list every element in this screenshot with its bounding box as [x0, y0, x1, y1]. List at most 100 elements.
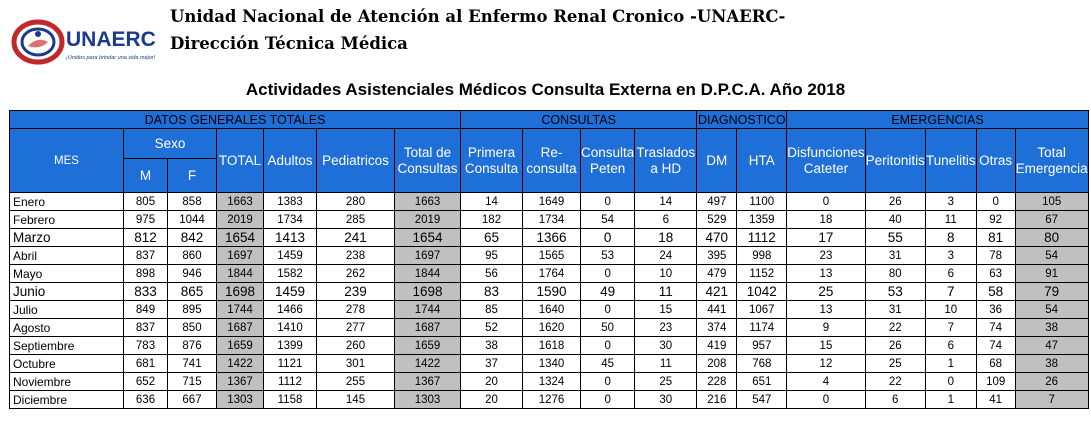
cell-dm: 421	[696, 282, 738, 301]
cell-total: 1687	[216, 318, 264, 337]
unaerc-logo-icon: UNAERC ¡Unidos para brindar una vida mej…	[11, 19, 156, 65]
cell-peten: 54	[579, 210, 636, 229]
cell-reconsulta: 1324	[522, 372, 581, 391]
cell-total: 1697	[216, 246, 264, 265]
cell-disfunciones: 0	[786, 192, 866, 211]
cell-reconsulta: 1366	[522, 228, 581, 247]
table-row: Mayo 898 946 1844 1582 262 1844 56 1764 0 10 479 115…	[9, 264, 1089, 283]
cell-reconsulta: 1764	[522, 264, 581, 283]
section-consultas: CONSULTAS	[459, 110, 698, 129]
cell-traslados: 11	[634, 282, 698, 301]
cell-disfunciones: 18	[786, 210, 866, 229]
cell-reconsulta: 1734	[522, 210, 581, 229]
cell-peritonitis: 31	[864, 246, 926, 265]
cell-adultos: 1734	[263, 210, 317, 229]
cell-disfunciones: 15	[786, 336, 866, 355]
logo-tagline: ¡Unidos para brindar una vida mejor!	[66, 55, 156, 61]
cell-adultos: 1413	[263, 228, 317, 247]
cell-f: 895	[167, 300, 217, 319]
cell-pediatricos: 260	[316, 336, 395, 355]
cell-mes: Julio	[9, 300, 124, 319]
cell-disfunciones: 23	[786, 246, 866, 265]
table-row: Agosto 837 850 1687 1410 277 1687 52 1620 50 23 374…	[9, 318, 1089, 337]
cell-traslados: 23	[634, 318, 698, 337]
cell-total-emergencia: 38	[1014, 318, 1089, 337]
cell-reconsulta: 1640	[522, 300, 581, 319]
cell-peritonitis: 6	[864, 390, 926, 409]
cell-primera: 65	[460, 228, 523, 247]
cell-m: 805	[123, 192, 168, 211]
cell-total-consultas: 1663	[394, 192, 461, 211]
cell-total-consultas: 2019	[394, 210, 461, 229]
cell-m: 681	[123, 354, 168, 373]
cell-total-consultas: 1698	[394, 282, 461, 301]
cell-total: 1663	[216, 192, 264, 211]
logo-text: UNAERC	[66, 28, 156, 51]
header-sexo: Sexo	[123, 128, 217, 159]
cell-hta: 1100	[736, 192, 788, 211]
header-mes: MES	[9, 128, 124, 193]
cell-primera: 20	[460, 390, 523, 409]
cell-mes: Marzo	[9, 228, 124, 247]
cell-total-consultas: 1687	[394, 318, 461, 337]
cell-tunelitis: 11	[924, 210, 977, 229]
cell-total-consultas: 1744	[394, 300, 461, 319]
cell-dm: 470	[696, 228, 738, 247]
cell-otras: 74	[975, 318, 1016, 337]
cell-otras: 109	[975, 372, 1016, 391]
table-body: Enero 805 858 1663 1383 280 1663 14 1649 0 14 497 11…	[9, 192, 1089, 409]
cell-hta: 998	[736, 246, 788, 265]
cell-f: 741	[167, 354, 217, 373]
cell-m: 849	[123, 300, 168, 319]
cell-peritonitis: 40	[864, 210, 926, 229]
cell-disfunciones: 4	[786, 372, 866, 391]
cell-otras: 74	[975, 336, 1016, 355]
cell-primera: 56	[460, 264, 523, 283]
table-row: Octubre 681 741 1422 1121 301 1422 37 1340 45 11 20…	[9, 354, 1089, 373]
cell-mes: Abril	[9, 246, 124, 265]
cell-traslados: 6	[634, 210, 698, 229]
header-total-consultas: Total de Consultas	[394, 128, 461, 193]
activities-table: DATOS GENERALES TOTALES CONSULTAS DIAGNO…	[9, 110, 1089, 409]
cell-hta: 957	[736, 336, 788, 355]
cell-otras: 81	[975, 228, 1016, 247]
cell-adultos: 1158	[263, 390, 317, 409]
header-otras: Otras	[975, 128, 1016, 193]
cell-peritonitis: 25	[864, 354, 926, 373]
cell-peten: 0	[579, 300, 636, 319]
table-row: Enero 805 858 1663 1383 280 1663 14 1649 0 14 497 11…	[9, 192, 1089, 211]
cell-pediatricos: 145	[316, 390, 395, 409]
cell-total-emergencia: 54	[1014, 300, 1089, 319]
cell-adultos: 1112	[263, 372, 317, 391]
cell-traslados: 11	[634, 354, 698, 373]
header-total-emergencia: Total Emergencia	[1014, 128, 1089, 193]
cell-hta: 651	[736, 372, 788, 391]
cell-total-emergencia: 47	[1014, 336, 1089, 355]
cell-tunelitis: 1	[924, 390, 977, 409]
cell-primera: 14	[460, 192, 523, 211]
unaerc-logo: UNAERC ¡Unidos para brindar una vida mej…	[8, 12, 158, 72]
cell-pediatricos: 241	[316, 228, 395, 247]
cell-reconsulta: 1649	[522, 192, 581, 211]
cell-total: 1698	[216, 282, 264, 301]
cell-reconsulta: 1565	[522, 246, 581, 265]
cell-adultos: 1459	[263, 246, 317, 265]
cell-dm: 479	[696, 264, 738, 283]
cell-total-consultas: 1654	[394, 228, 461, 247]
cell-total-consultas: 1697	[394, 246, 461, 265]
cell-dm: 374	[696, 318, 738, 337]
cell-primera: 52	[460, 318, 523, 337]
cell-pediatricos: 285	[316, 210, 395, 229]
cell-primera: 38	[460, 336, 523, 355]
cell-reconsulta: 1590	[522, 282, 581, 301]
cell-adultos: 1466	[263, 300, 317, 319]
cell-otras: 68	[975, 354, 1016, 373]
cell-total-emergencia: 80	[1014, 228, 1089, 247]
table-row: Marzo 812 842 1654 1413 241 1654 65 1366 0 18 470 11…	[9, 228, 1089, 247]
cell-mes: Diciembre	[9, 390, 124, 409]
cell-disfunciones: 17	[786, 228, 866, 247]
cell-hta: 1152	[736, 264, 788, 283]
cell-tunelitis: 7	[924, 282, 977, 301]
cell-total-emergencia: 38	[1014, 354, 1089, 373]
cell-tunelitis: 6	[924, 336, 977, 355]
